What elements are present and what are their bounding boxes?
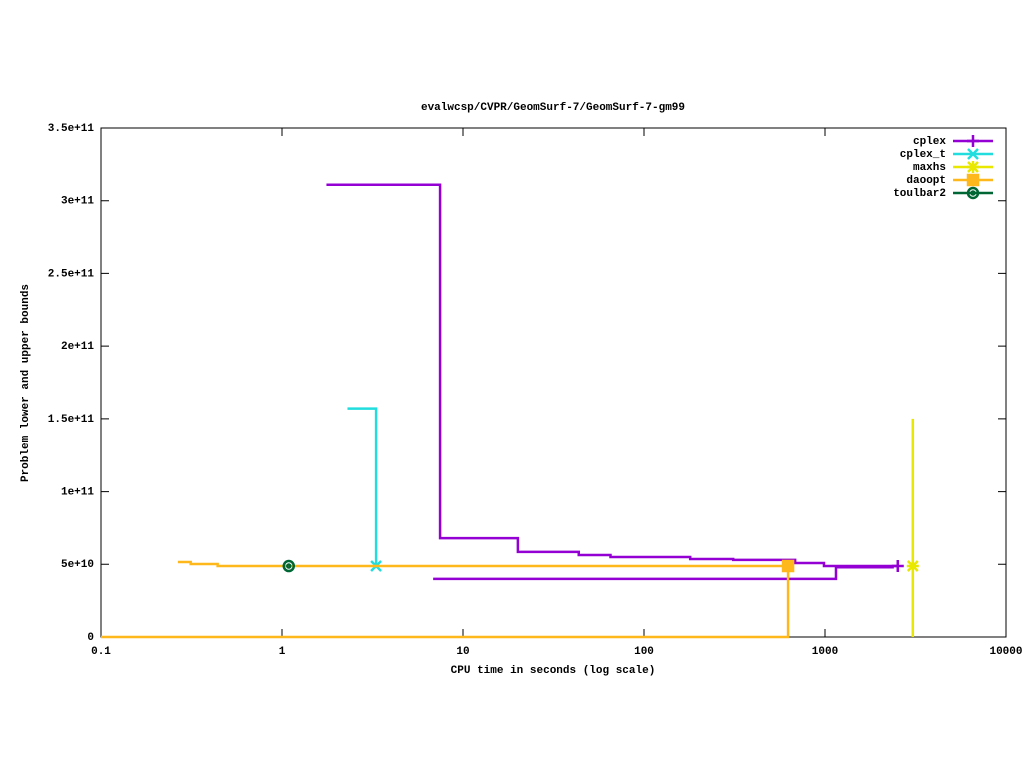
upper-bound-line <box>177 560 789 568</box>
marker <box>967 161 979 173</box>
y-tick-label: 5e+10 <box>61 559 94 571</box>
upper-bound-line <box>326 183 898 568</box>
y-tick-label: 3.5e+11 <box>48 123 95 135</box>
x-axis-label: CPU time in seconds (log scale) <box>451 665 656 677</box>
chart-title: evalwcsp/CVPR/GeomSurf-7/GeomSurf-7-gm99 <box>421 102 685 114</box>
x-tick-label: 100 <box>634 646 654 658</box>
y-tick-label: 1e+11 <box>61 486 94 498</box>
legend-label: maxhs <box>913 162 946 174</box>
y-tick-label: 0 <box>87 632 94 644</box>
lower-bound-line <box>101 566 790 639</box>
y-tick-label: 1.5e+11 <box>48 414 95 426</box>
x-tick-label: 0.1 <box>91 646 111 658</box>
marker <box>906 560 919 573</box>
legend-label: toulbar2 <box>893 188 946 200</box>
marker <box>282 559 296 573</box>
x-tick-label: 1000 <box>812 646 838 658</box>
legend-label: daoopt <box>906 175 946 187</box>
legend-label: cplex <box>913 136 946 148</box>
y-tick-label: 3e+11 <box>61 196 94 208</box>
marker <box>967 135 979 147</box>
y-tick-label: 2.5e+11 <box>48 268 95 280</box>
y-tick-label: 2e+11 <box>61 341 94 353</box>
marker <box>781 559 795 573</box>
x-tick-label: 10000 <box>989 646 1022 658</box>
marker <box>966 186 980 200</box>
x-tick-label: 1 <box>279 646 286 658</box>
marker <box>967 148 979 160</box>
marker <box>966 173 980 187</box>
x-tick-label: 10 <box>456 646 469 658</box>
upper-bound-line <box>347 407 378 567</box>
y-axis-label: Problem lower and upper bounds <box>20 284 32 482</box>
marker <box>891 560 904 573</box>
legend-label: cplex_t <box>900 149 946 161</box>
